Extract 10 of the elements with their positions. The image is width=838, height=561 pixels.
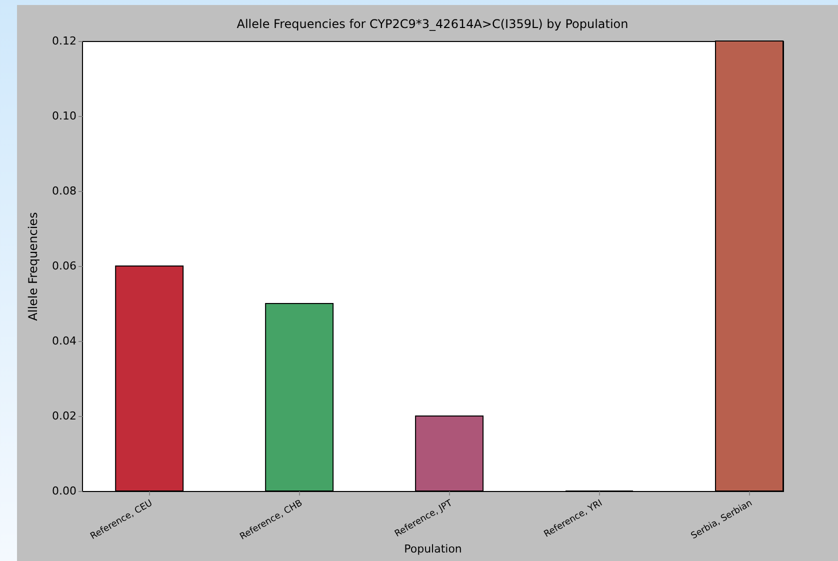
x-axis-title: Population <box>404 542 462 556</box>
y-tick-label: 0.08 <box>52 184 76 198</box>
chart-title: Allele Frequencies for CYP2C9*3_42614A>C(I359L) by Population <box>236 17 628 31</box>
y-axis-title: Allele Frequencies <box>26 212 40 321</box>
y-tick-label: 0.02 <box>52 410 76 422</box>
y-tick-label: 0.00 <box>52 484 76 498</box>
y-tick-label: 0.04 <box>52 334 76 348</box>
y-tick-label: 0.06 <box>52 260 76 272</box>
y-tick-label: 0.12 <box>52 34 76 48</box>
y-tick-label: 0.10 <box>52 110 76 122</box>
